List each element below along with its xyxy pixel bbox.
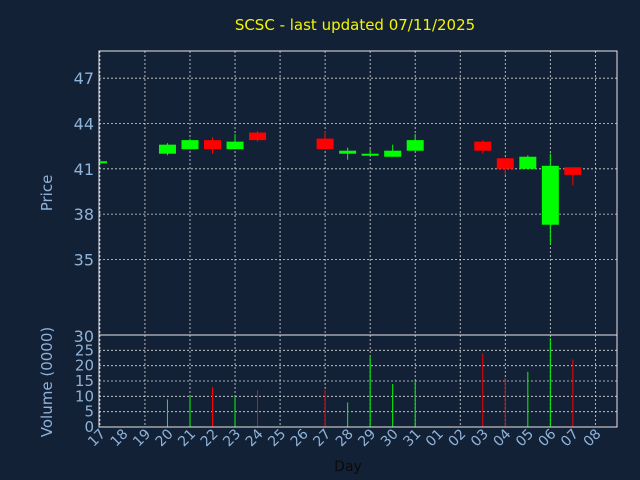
x-tick-label: 18 xyxy=(108,426,132,450)
candle-body xyxy=(181,140,199,150)
x-tick-label: 03 xyxy=(468,426,492,450)
price-tick-label: 47 xyxy=(74,69,94,88)
price-tick-label: 44 xyxy=(74,115,94,134)
candle-body xyxy=(249,132,267,141)
volume-tick-label: 20 xyxy=(75,357,94,375)
candle-body xyxy=(316,138,334,150)
x-tick-label: 23 xyxy=(220,426,244,450)
candle-body xyxy=(339,150,357,154)
x-axis-label: Day xyxy=(334,459,362,475)
volume-tick-label: 0 xyxy=(84,418,94,436)
x-tick-label: 25 xyxy=(265,426,289,450)
x-tick-label: 27 xyxy=(310,426,334,450)
candle-body xyxy=(406,140,424,151)
candle-body xyxy=(204,140,222,150)
candle-body xyxy=(384,150,402,157)
price-axis-label: Price xyxy=(38,175,56,212)
x-tick-label: 05 xyxy=(513,426,537,450)
candle-body xyxy=(158,144,176,154)
x-tick-label: 31 xyxy=(400,426,424,450)
x-tick-label: 04 xyxy=(491,426,515,450)
volume-panel-frame xyxy=(98,334,618,428)
x-tick-label: 28 xyxy=(333,426,357,450)
x-tick-label: 06 xyxy=(536,426,560,450)
price-bottom-tick-label: 30 xyxy=(74,327,94,346)
candle-body xyxy=(519,156,537,169)
x-tick-label: 26 xyxy=(288,426,312,450)
candle-body xyxy=(361,153,379,156)
volume-tick-label: 25 xyxy=(75,341,94,359)
x-tick-label: 29 xyxy=(355,426,379,450)
candle-body xyxy=(541,165,559,225)
x-tick-label: 22 xyxy=(198,426,222,450)
x-tick-label: 02 xyxy=(445,426,469,450)
x-tick-label: 21 xyxy=(175,426,199,450)
price-tick-label: 41 xyxy=(74,160,94,179)
price-tick-label: 35 xyxy=(74,250,94,269)
price-tick-label: 38 xyxy=(74,205,94,224)
volume-axis-label: Volume (0000) xyxy=(38,327,56,437)
candle-body xyxy=(226,141,244,150)
volume-tick-label: 10 xyxy=(75,387,94,405)
x-tick-label: 24 xyxy=(243,426,267,450)
x-tick-label: 19 xyxy=(130,426,154,450)
candle-body xyxy=(474,141,492,151)
x-tick-label: 20 xyxy=(153,426,177,450)
chart-title: SCSC - last updated 07/11/2025 xyxy=(235,16,475,34)
x-tick-label: 07 xyxy=(558,426,582,450)
volume-tick-label: 5 xyxy=(84,403,94,421)
volume-tick-label: 15 xyxy=(75,372,94,390)
x-tick-label: 01 xyxy=(423,426,447,450)
price-panel-frame xyxy=(98,50,618,336)
x-tick-label: 08 xyxy=(581,426,605,450)
candle-body xyxy=(99,161,107,164)
candle-body xyxy=(564,167,582,175)
x-tick-label: 30 xyxy=(378,426,402,450)
candle-body xyxy=(496,158,514,169)
price-panel: 35 38 41 44 47 30 xyxy=(74,50,618,346)
